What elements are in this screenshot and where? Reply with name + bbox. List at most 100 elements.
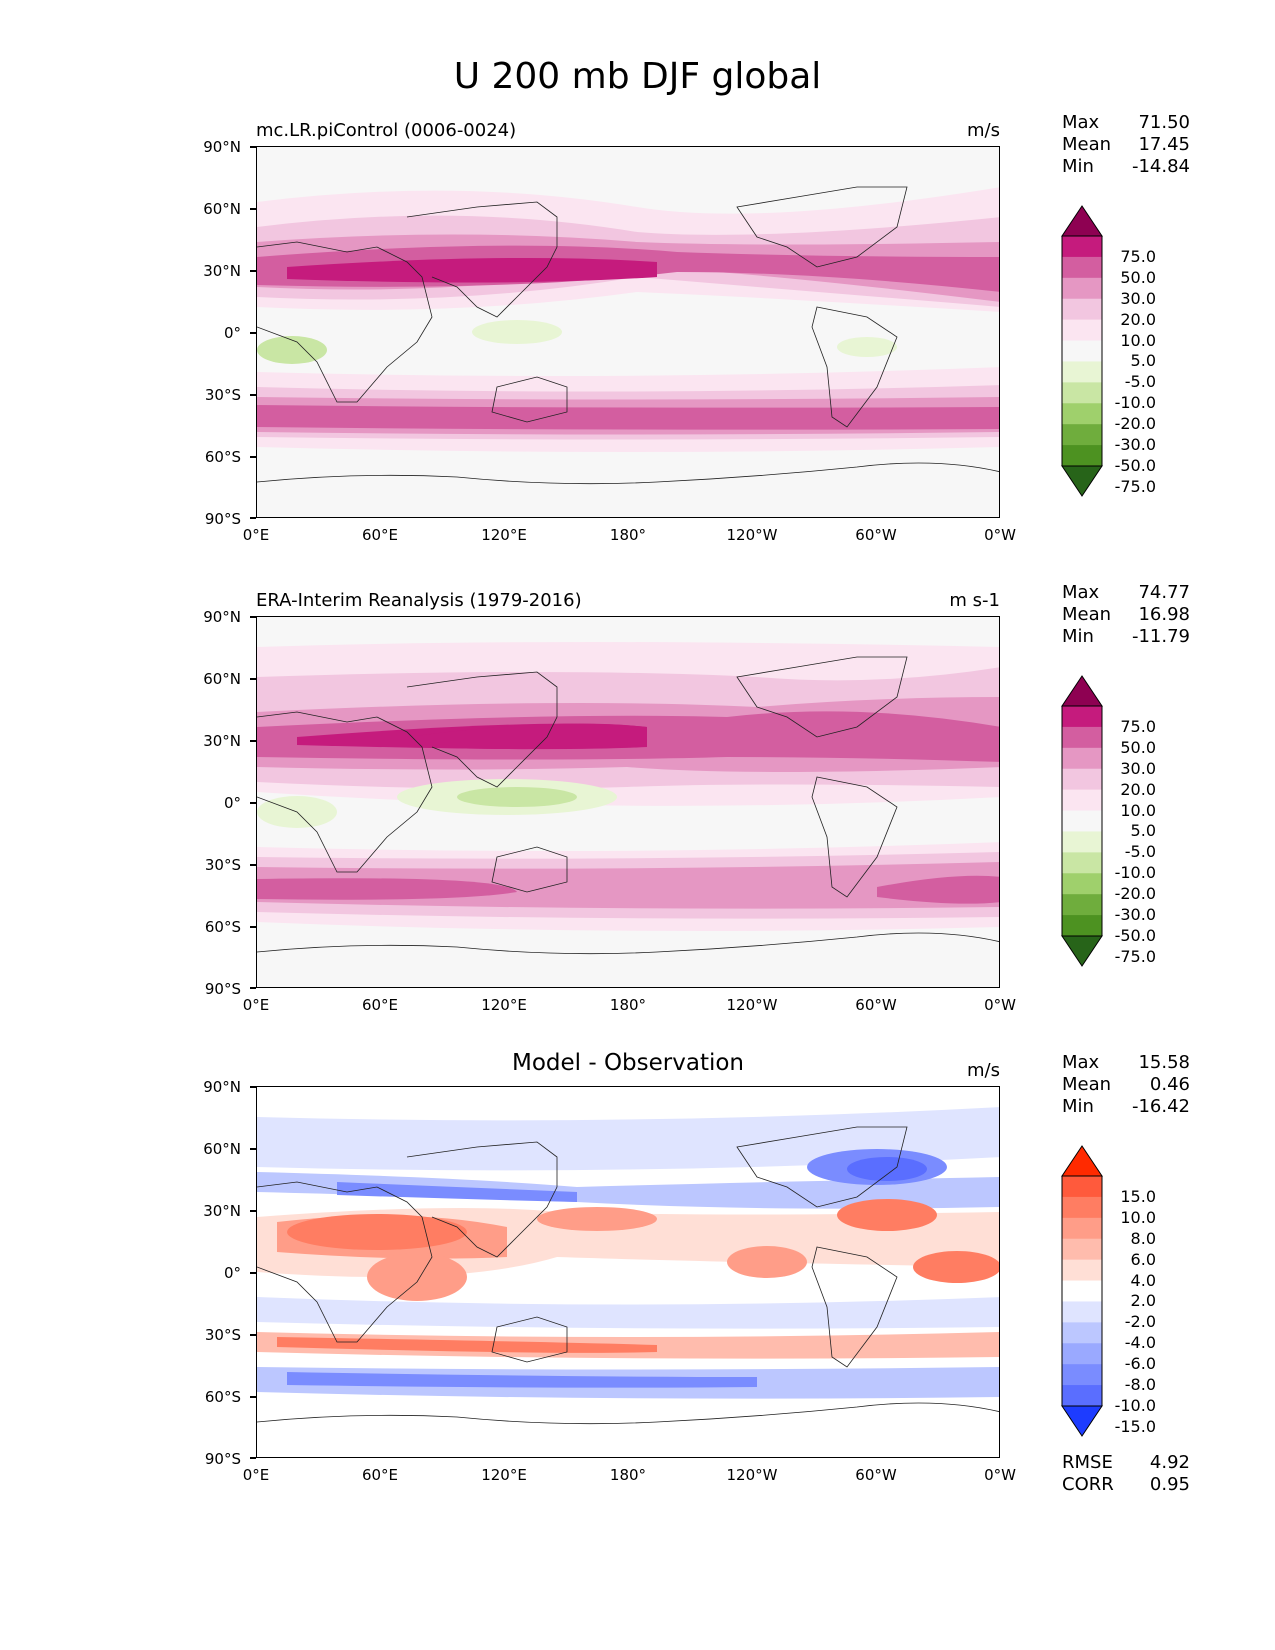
colorbar-frame bbox=[1061, 705, 1103, 937]
colorbar-bin bbox=[1062, 277, 1102, 300]
colorbar-tick-label: 5.0 bbox=[1130, 351, 1156, 371]
stat-label: Max bbox=[1062, 1052, 1100, 1073]
lat-tick: 90°N bbox=[203, 608, 241, 626]
colorbar-tick-label: -6.0 bbox=[1124, 1354, 1156, 1374]
stat-label: Min bbox=[1062, 1096, 1094, 1117]
lon-tick: 60°W bbox=[855, 1466, 897, 1484]
observation-panel: ERA-Interim Reanalysis (1979-2016) m s-1 bbox=[0, 582, 1275, 1074]
stat-value: 71.50 bbox=[1138, 112, 1190, 133]
colorbar-tick-label: -10.0 bbox=[1114, 393, 1156, 413]
colorbar-bin bbox=[1062, 726, 1102, 749]
lon-tick: 120°W bbox=[726, 996, 778, 1014]
stat-value: -14.84 bbox=[1131, 156, 1190, 177]
colorbar-extend-min bbox=[1061, 465, 1103, 497]
stats-box: Max 71.50 Mean 17.45 Min -14.84 bbox=[1062, 112, 1190, 178]
colorbar-extend-min bbox=[1061, 1405, 1103, 1437]
colorbar-tick-label: 8.0 bbox=[1130, 1228, 1156, 1248]
colorbar-bin bbox=[1062, 894, 1102, 916]
lon-tick: 0°W bbox=[984, 996, 1016, 1014]
colorbar-tick-label: 75.0 bbox=[1120, 716, 1156, 736]
lat-tick: 30°S bbox=[204, 386, 241, 404]
stat-label: Mean bbox=[1062, 1074, 1112, 1095]
lon-tick: 0°W bbox=[984, 526, 1016, 544]
lon-tick: 60°W bbox=[855, 526, 897, 544]
stat-value: 15.58 bbox=[1138, 1052, 1190, 1073]
colorbar-tick-label: -8.0 bbox=[1124, 1375, 1156, 1395]
colorbar-bin bbox=[1062, 403, 1102, 425]
stat-label: Mean bbox=[1062, 134, 1112, 155]
lon-tick: 60°E bbox=[361, 526, 399, 544]
lat-tick: 60°N bbox=[203, 200, 241, 218]
stat-value: 17.45 bbox=[1138, 134, 1190, 155]
rmse-value: 4.92 bbox=[1149, 1452, 1190, 1473]
map-area bbox=[256, 616, 1000, 988]
colorbar-bin bbox=[1062, 789, 1102, 812]
colorbar-tick-label: 2.0 bbox=[1130, 1291, 1156, 1311]
lat-tick: 90°S bbox=[204, 980, 241, 998]
colorbar-bin bbox=[1062, 852, 1102, 874]
stat-label: Mean bbox=[1062, 604, 1112, 625]
colorbar-tick-label: 20.0 bbox=[1120, 779, 1156, 799]
colorbar-bin bbox=[1062, 256, 1102, 279]
lon-tick: 0°E bbox=[242, 996, 270, 1014]
model-panel: mc.LR.piControl (0006-0024) m/s bbox=[0, 112, 1275, 604]
lat-tick: 60°S bbox=[204, 1388, 241, 1406]
lon-tick: 0°E bbox=[242, 526, 270, 544]
colorbar-bin bbox=[1062, 1364, 1102, 1386]
colorbar-tick-label: -75.0 bbox=[1114, 946, 1156, 966]
lon-tick: 120°E bbox=[481, 996, 527, 1014]
lon-tick: 180° bbox=[609, 526, 647, 544]
stats-box: Max 74.77 Mean 16.98 Min -11.79 bbox=[1062, 582, 1190, 648]
colorbar-tick-label: 10.0 bbox=[1120, 800, 1156, 820]
colorbar-bin bbox=[1062, 1280, 1102, 1302]
colorbar-bin bbox=[1062, 1238, 1102, 1261]
colorbar-tick-label: -20.0 bbox=[1114, 414, 1156, 434]
colorbar-extend-max bbox=[1061, 675, 1103, 707]
lat-tick: 60°S bbox=[204, 448, 241, 466]
corr-value: 0.95 bbox=[1149, 1474, 1190, 1495]
colorbar-tick-label: 6.0 bbox=[1130, 1249, 1156, 1269]
stat-label: Min bbox=[1062, 156, 1094, 177]
colorbar-bin bbox=[1062, 706, 1102, 728]
lat-tick: 60°N bbox=[203, 1140, 241, 1158]
colorbar-tick-label: 5.0 bbox=[1130, 821, 1156, 841]
colorbar-bin bbox=[1062, 319, 1102, 342]
colorbar-tick-label: 30.0 bbox=[1120, 288, 1156, 308]
lat-tick: 0° bbox=[223, 1264, 241, 1282]
colorbar-tick-label: -10.0 bbox=[1114, 863, 1156, 883]
colorbar-bin bbox=[1062, 424, 1102, 446]
stats-box: Max 15.58 Mean 0.46 Min -16.42 bbox=[1062, 1052, 1190, 1118]
colorbar bbox=[1061, 205, 1103, 497]
lon-tick: 120°E bbox=[481, 526, 527, 544]
colorbar-tick-label: -5.0 bbox=[1124, 842, 1156, 862]
stat-value: 0.46 bbox=[1149, 1074, 1190, 1095]
rmse-label: RMSE bbox=[1062, 1452, 1113, 1473]
stat-value: 16.98 bbox=[1138, 604, 1190, 625]
colorbar-bin bbox=[1062, 1301, 1102, 1323]
lon-tick: 180° bbox=[609, 996, 647, 1014]
lon-tick: 120°W bbox=[726, 1466, 778, 1484]
colorbar-bin bbox=[1062, 831, 1102, 853]
colorbar-tick-label: 10.0 bbox=[1120, 1207, 1156, 1227]
colorbar-tick-label: 15.0 bbox=[1120, 1186, 1156, 1206]
corr-label: CORR bbox=[1062, 1474, 1114, 1495]
lon-tick: 180° bbox=[609, 1466, 647, 1484]
lat-tick: 0° bbox=[223, 794, 241, 812]
colorbar-bin bbox=[1062, 747, 1102, 770]
lat-tick: 30°S bbox=[204, 856, 241, 874]
stat-value: -11.79 bbox=[1131, 626, 1190, 647]
colorbar-bin bbox=[1062, 810, 1102, 832]
lat-tick: 30°N bbox=[203, 1202, 241, 1220]
colorbar-tick-label: -50.0 bbox=[1114, 926, 1156, 945]
panel-title: mc.LR.piControl (0006-0024) bbox=[256, 120, 517, 141]
colorbar-tick-label: -4.0 bbox=[1124, 1333, 1156, 1353]
lon-tick: 120°W bbox=[726, 526, 778, 544]
lat-tick: 90°S bbox=[204, 510, 241, 528]
lat-tick: 90°N bbox=[203, 1078, 241, 1096]
stat-label: Max bbox=[1062, 582, 1100, 603]
colorbar-bin bbox=[1062, 445, 1102, 467]
units-label: m/s bbox=[967, 1060, 1000, 1081]
colorbar-bin bbox=[1062, 382, 1102, 404]
difference-panel: Model - Observation m/s bbox=[0, 1050, 1275, 1544]
colorbar-bin bbox=[1062, 1343, 1102, 1365]
